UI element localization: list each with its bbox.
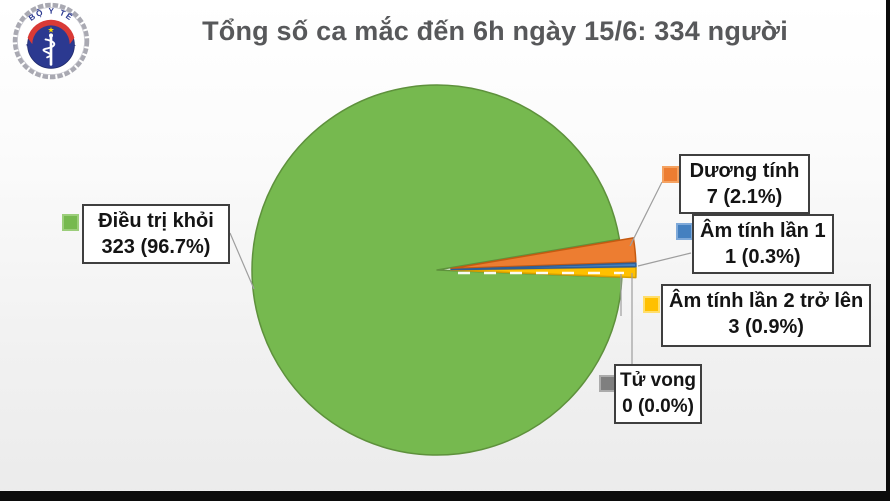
legend-value: 1 (0.3%) bbox=[724, 246, 801, 268]
pie-slice-2 bbox=[450, 262, 637, 271]
legend-value: 0 (0.0%) bbox=[622, 396, 694, 417]
pie-slices bbox=[251, 84, 637, 456]
leader-line-dieu-tri-khoi bbox=[229, 232, 255, 290]
chart-title: Tổng số ca mắc đến 6h ngày 15/6: 334 ngư… bbox=[202, 16, 788, 46]
logo-staff-icon bbox=[42, 33, 56, 66]
leader-line-duong-tinh bbox=[629, 181, 663, 247]
letterbox-bottom bbox=[0, 491, 890, 501]
pie-slice-1 bbox=[450, 237, 637, 270]
legend-value: 7 (2.1%) bbox=[706, 186, 783, 208]
leader-line-am-tinh-1 bbox=[637, 252, 692, 267]
logo-red-band bbox=[27, 19, 75, 45]
legend-box-duong-tinh: Dương tính 7 (2.1%) bbox=[679, 154, 810, 214]
legend-box-tu-vong: Tử vong 0 (0.0%) bbox=[614, 364, 703, 424]
pie-slice-0 bbox=[251, 84, 623, 456]
legend-label: Tử vong bbox=[620, 370, 697, 391]
legend-box-am-tinh-1: Âm tính lần 1 1 (0.3%) bbox=[692, 214, 834, 274]
legend-label: Điều trị khỏi bbox=[98, 210, 214, 232]
legend-box-am-tinh-2: Âm tính lần 2 trở lên 3 (0.9%) bbox=[661, 284, 872, 347]
legend-marker-duong-tinh bbox=[662, 166, 679, 183]
ministry-of-health-logo: BỘ Y TẾ MINISTRY OF HEALTH ★ bbox=[12, 2, 90, 80]
legend-label: Âm tính lần 1 bbox=[700, 220, 826, 242]
legend-marker-am-tinh-2 bbox=[643, 296, 660, 313]
legend-value: 323 (96.7%) bbox=[101, 236, 211, 258]
leader-lines bbox=[229, 181, 692, 364]
legend-label: Dương tính bbox=[689, 160, 800, 182]
legend-label: Âm tính lần 2 trở lên bbox=[669, 290, 864, 312]
legend-value: 3 (0.9%) bbox=[728, 316, 804, 338]
logo-star-icon: ★ bbox=[48, 25, 55, 34]
legend-box-dieu-tri-khoi: Điều trị khỏi 323 (96.7%) bbox=[82, 204, 230, 264]
letterbox-right bbox=[886, 0, 890, 501]
legend-marker-dieu-tri-khoi bbox=[62, 214, 79, 231]
legend-marker-am-tinh-1 bbox=[676, 223, 693, 240]
